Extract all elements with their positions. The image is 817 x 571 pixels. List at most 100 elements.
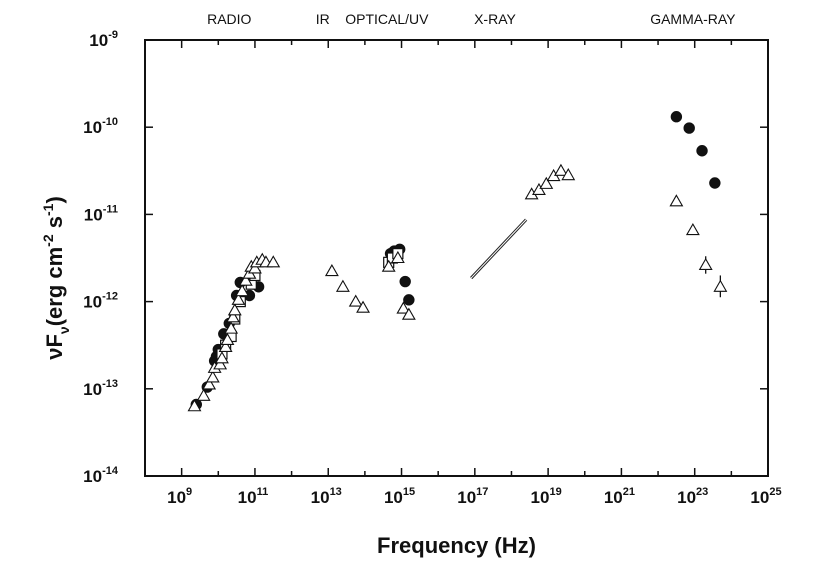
y-axis-title: νFν(erg cm-2 s-1) [40,196,72,360]
x-tick-base: 10 [167,488,186,507]
data-point-triangle [561,168,576,181]
x-tick-base: 10 [531,488,550,507]
data-point-triangle [205,370,220,383]
y-title-exp1: -2 [40,234,56,247]
x-tick-label: 1019 [531,486,562,507]
data-point-circle [709,177,721,189]
data-point-circle [670,111,683,123]
y-title-exp2: -1 [40,203,56,216]
y-tick-exponent: -9 [108,29,118,41]
x-tick-labels: 109 1011 1013 1015 1017 1019 1021 1023 1025 [167,486,781,507]
data-point-triangle [348,294,363,307]
data-point-triangle [227,303,242,316]
plot-frame [144,39,769,477]
y-tick-label: 10-9 [89,29,118,50]
x-tick-label: 1013 [311,486,342,507]
y-tick-label: 10-11 [84,203,118,224]
x-tick-label: 1021 [604,486,635,507]
data-point-triangle [401,307,416,320]
band-label: GAMMA-RAY [650,11,736,27]
x-tick-label: 1011 [238,486,269,507]
y-tick-exponent: -14 [102,465,119,477]
data-point-triangle [356,300,370,313]
x-tick-exponent: 25 [769,486,781,498]
y-title-close: ) [42,196,67,203]
y-title-open: (erg cm [42,247,67,326]
x-tick-base: 10 [677,488,696,507]
data-point-triangle [390,250,405,264]
data-point-triangle [539,176,554,189]
data-point-triangle [669,194,684,207]
y-tick-exponent: -11 [103,203,118,215]
data-point-triangle [187,399,202,412]
data-markers [187,111,728,412]
data-point-triangle [685,222,700,236]
axis-ticks [144,39,769,477]
y-tick-label: 10-14 [83,465,119,486]
data-point-triangle [213,357,228,370]
band-label: IR [316,11,330,27]
y-tick-base: 10 [89,31,108,50]
data-point-circle [399,275,411,288]
data-point-triangle [202,377,217,390]
x-tick-exponent: 11 [257,486,269,498]
y-title-mid: s [42,216,67,234]
data-point-triangle [266,255,281,268]
data-point-triangle [698,257,713,271]
y-tick-base: 10 [83,467,102,486]
data-point-triangle [231,292,246,305]
x-tick-label: 1023 [677,486,708,507]
data-point-triangle [238,273,253,286]
x-tick-label: 1025 [750,486,781,507]
x-tick-exponent: 15 [403,486,415,498]
y-title-prefix: νF [42,334,67,360]
x-tick-exponent: 21 [623,486,635,498]
band-label: OPTICAL/UV [345,11,429,27]
y-tick-exponent: -13 [102,378,118,390]
y-tick-label: 10-10 [83,116,118,137]
x-tick-label: 109 [167,486,192,507]
y-title-subscript: ν [56,326,72,334]
data-point-triangle [335,279,350,292]
x-tick-base: 10 [311,488,330,507]
x-tick-label: 1017 [457,486,488,507]
data-point-triangle [553,163,568,176]
fit-line-inner [470,219,527,279]
powerlaw-fit [470,218,528,280]
y-tick-base: 10 [84,205,103,224]
data-point-triangle [324,263,339,277]
x-tick-base: 10 [750,488,769,507]
data-point-circle [696,145,708,157]
data-point-triangle [713,279,728,292]
y-tick-exponent: -12 [102,291,118,303]
band-label: X-RAY [474,11,516,27]
y-tick-exponent: -10 [102,116,118,128]
x-tick-exponent: 19 [549,486,561,498]
x-tick-exponent: 9 [186,486,192,498]
data-point-triangle [215,351,229,364]
data-point-triangle [226,310,240,323]
data-point-triangle [396,301,411,314]
data-point-triangle [224,321,239,334]
y-tick-base: 10 [83,118,102,137]
x-tick-base: 10 [604,488,623,507]
x-tick-exponent: 17 [476,486,488,498]
data-point-triangle [381,259,396,272]
data-point-triangle [218,339,233,352]
data-point-triangle [235,284,250,297]
x-tick-base: 10 [457,488,476,507]
x-tick-base: 10 [384,488,403,507]
x-axis-title: Frequency (Hz) [377,533,536,558]
data-point-circle [403,294,415,306]
y-tick-base: 10 [83,293,102,312]
data-point-circle [683,122,695,134]
x-tick-exponent: 23 [696,486,708,498]
data-point-triangle [247,261,262,274]
x-tick-exponent: 13 [330,486,342,498]
data-point-triangle [196,388,211,401]
y-tick-label: 10-13 [83,378,118,399]
x-tick-base: 10 [238,488,257,507]
x-tick-label: 1015 [384,486,415,507]
